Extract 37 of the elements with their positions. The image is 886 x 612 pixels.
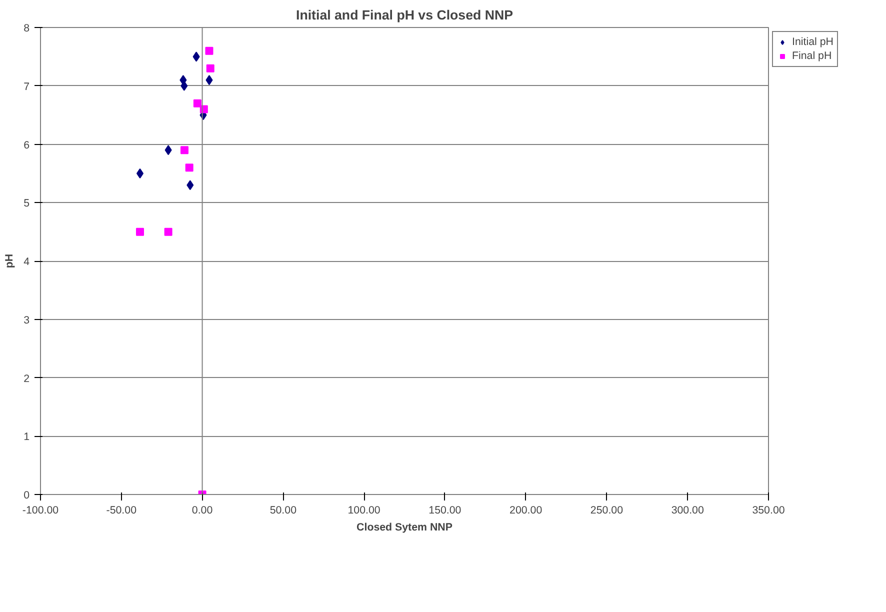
x-axis-title: Closed Sytem NNP bbox=[356, 522, 452, 534]
x-tick-label: 100.00 bbox=[348, 504, 380, 516]
point bbox=[180, 146, 188, 154]
y-tick-label: 4 bbox=[24, 256, 30, 268]
x-tick-label: 50.00 bbox=[270, 504, 297, 516]
point bbox=[164, 228, 172, 236]
x-tick-label: 0.00 bbox=[192, 504, 213, 516]
x-tick-label: 200.00 bbox=[510, 504, 542, 516]
point bbox=[180, 80, 188, 91]
y-tick-label: 3 bbox=[24, 314, 30, 326]
legend-label: Final pH bbox=[792, 50, 832, 62]
y-tick-label: 7 bbox=[24, 80, 30, 93]
y-tick-label: 5 bbox=[24, 198, 30, 210]
y-tick-label: 6 bbox=[24, 139, 30, 152]
point bbox=[164, 145, 172, 156]
x-tick-label: 350.00 bbox=[752, 504, 785, 516]
x-tick-label: -50.00 bbox=[106, 504, 137, 516]
y-tick-label: 8 bbox=[24, 22, 30, 34]
point bbox=[136, 168, 144, 178]
y-axis-title: pH bbox=[4, 254, 16, 268]
x-tick-label: 150.00 bbox=[428, 504, 462, 516]
point bbox=[192, 52, 200, 62]
point bbox=[186, 180, 194, 190]
point bbox=[205, 46, 214, 55]
point bbox=[136, 228, 144, 236]
point bbox=[206, 64, 214, 72]
point bbox=[193, 99, 202, 108]
chart-title: Initial and Final pH vs Closed NNP bbox=[296, 8, 514, 22]
point bbox=[206, 75, 213, 86]
y-tick-label: 0 bbox=[24, 490, 30, 502]
y-tick-label: 1 bbox=[24, 431, 30, 444]
x-tick-label: -100.00 bbox=[22, 504, 59, 516]
point bbox=[185, 164, 194, 172]
x-tick-label: 250.00 bbox=[590, 504, 624, 516]
y-tick-label: 2 bbox=[24, 372, 30, 385]
x-tick-label: 300.00 bbox=[671, 504, 704, 516]
legend-label: Initial pH bbox=[792, 36, 834, 48]
